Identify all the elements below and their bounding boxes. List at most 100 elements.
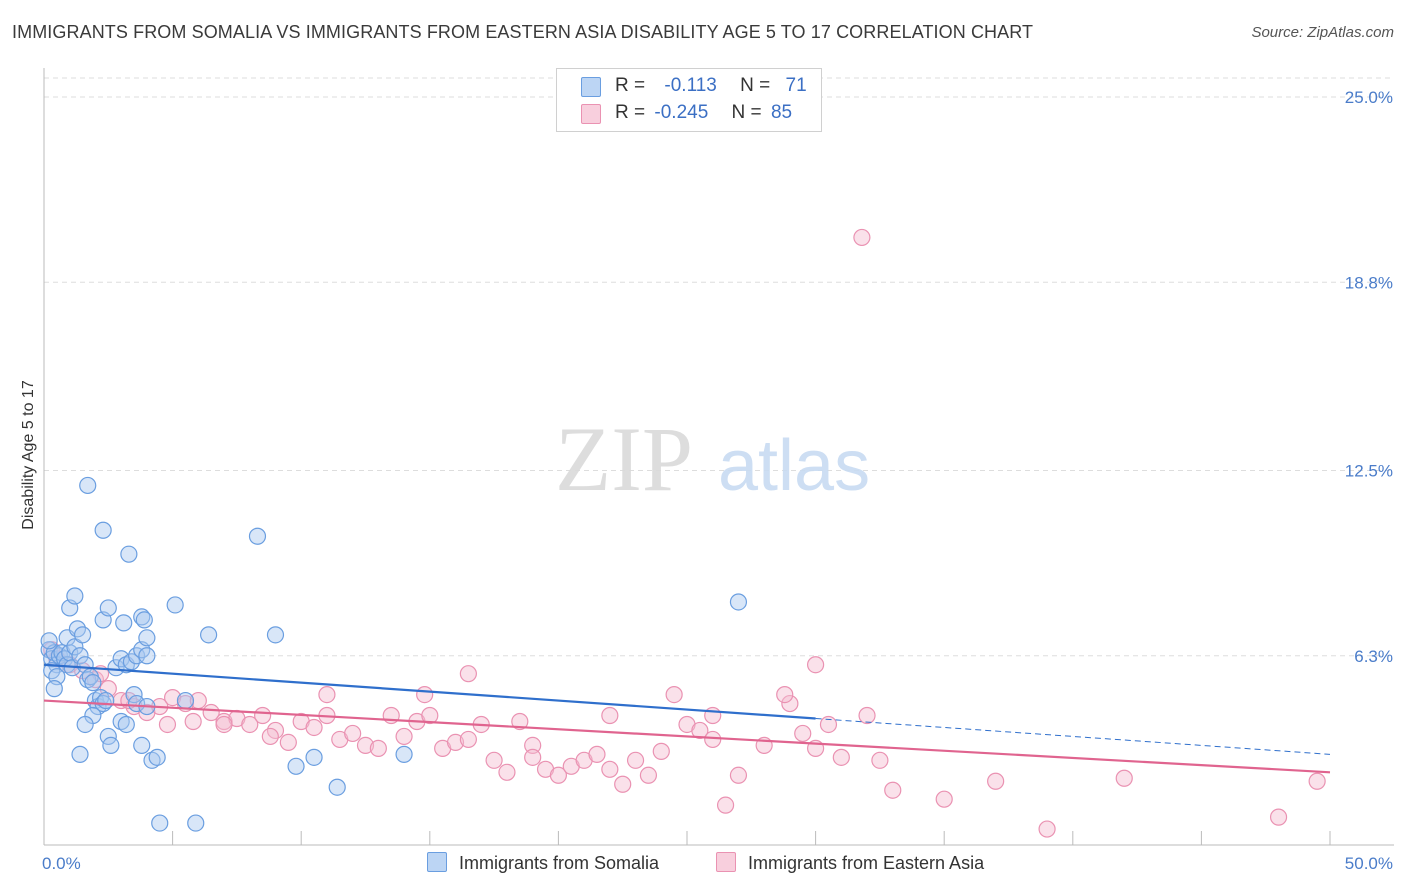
data-point-eastern-asia [511,712,529,731]
legend-n-value: 71 [785,75,807,96]
data-point-somalia [66,638,84,656]
legend-n-label: N = [731,102,762,123]
data-point-eastern-asia [853,228,871,247]
data-point-somalia [73,626,92,644]
data-point-eastern-asia [1038,820,1056,838]
data-point-eastern-asia [202,703,220,722]
data-point-eastern-asia [626,751,645,769]
data-point-somalia [395,745,413,763]
data-point-eastern-asia [549,766,568,784]
data-point-somalia [94,521,112,539]
data-point-eastern-asia [254,706,272,725]
watermark: ZIP atlas [555,408,870,510]
y-tick-label: 6.3% [1354,647,1393,666]
data-point-eastern-asia [1115,769,1133,787]
data-point-eastern-asia [588,745,606,763]
data-point-eastern-asia [184,712,202,731]
data-point-somalia [107,659,125,677]
data-point-somalia [76,715,94,734]
data-point-eastern-asia [524,736,542,754]
data-point-eastern-asia [524,748,542,766]
legend-r-label: R = [615,75,646,96]
y-axis-label: Disability Age 5 to 17 [20,380,37,530]
data-point-somalia [71,745,89,763]
trend-lines [43,663,1331,774]
data-point-somalia [266,626,285,644]
data-point-somalia [127,694,146,713]
x-tick-label: 50.0% [1345,854,1393,873]
data-point-eastern-asia [158,715,177,734]
data-point-eastern-asia [279,733,297,752]
bottom-legend-swatch-somalia [427,852,447,872]
data-point-eastern-asia [639,766,658,784]
data-point-somalia [328,778,346,796]
bottom-legend-label-somalia: Immigrants from Somalia [459,853,660,873]
data-point-somalia [133,736,151,754]
data-point-eastern-asia [318,685,336,704]
data-point-eastern-asia [935,790,953,808]
data-point-somalia [115,614,133,632]
data-point-eastern-asia [601,760,619,778]
data-point-eastern-asia [215,715,233,734]
data-point-eastern-asia [601,706,619,725]
bottom-legend-eastern-asia: Immigrants from Eastern Asia [716,852,984,874]
source-label: Source: ZipAtlas.com [1251,24,1394,41]
data-point-eastern-asia [485,751,503,769]
data-point-eastern-asia [421,706,439,725]
data-point-eastern-asia [344,724,362,743]
data-point-eastern-asia [416,685,434,704]
data-point-somalia [102,736,120,754]
data-point-eastern-asia [832,748,850,766]
data-point-eastern-asia [614,775,632,793]
data-point-eastern-asia [729,766,748,784]
series-eastern-asia [43,228,1326,838]
data-point-somalia [66,587,84,605]
data-point-somalia [99,599,117,617]
trend-line-somalia [43,663,816,720]
axes [43,68,1394,846]
data-point-somalia [176,691,195,710]
data-point-somalia [148,748,166,766]
data-point-eastern-asia [498,763,516,781]
data-point-somalia [79,476,97,495]
data-point-somalia [248,527,267,545]
chart-title: IMMIGRANTS FROM SOMALIA VS IMMIGRANTS FR… [12,22,1034,42]
data-point-eastern-asia [776,685,794,704]
data-point-eastern-asia [369,739,387,757]
gridlines [44,77,1394,657]
x-tick-label: 0.0% [42,854,81,873]
data-point-somalia [133,608,151,626]
data-point-somalia [305,748,323,766]
data-point-eastern-asia [806,656,825,674]
data-point-eastern-asia [1269,808,1288,826]
data-point-eastern-asia [446,733,465,752]
data-point-somalia [166,596,184,614]
data-point-eastern-asia [459,730,477,749]
legend-r-label: R = [615,102,646,123]
trend-line-eastern-asia [43,699,1331,774]
series-somalia [40,476,748,832]
data-point-eastern-asia [781,694,799,713]
data-point-eastern-asia [858,706,876,725]
data-point-somalia [200,626,218,644]
data-point-somalia [40,632,58,650]
data-point-somalia [138,629,156,647]
data-point-eastern-asia [987,772,1005,790]
bottom-legend-swatch-eastern-asia [716,852,736,872]
data-point-eastern-asia [665,685,683,704]
x-tick-labels: 0.0% 50.0% [42,854,1393,873]
legend-r-value: -0.245 [654,102,709,123]
trend-line-somalia-extension [815,718,1331,755]
data-point-somalia [79,671,97,689]
data-point-eastern-asia [261,727,279,746]
data-point-somalia [138,647,156,665]
data-point-eastern-asia [794,724,812,743]
data-point-eastern-asia [1308,772,1326,790]
legend-swatch-somalia [581,77,601,97]
legend-swatch-eastern-asia [581,104,601,124]
data-point-eastern-asia [871,751,889,769]
data-point-eastern-asia [305,718,323,737]
data-point-eastern-asia [356,736,375,754]
data-point-eastern-asia [716,796,735,814]
